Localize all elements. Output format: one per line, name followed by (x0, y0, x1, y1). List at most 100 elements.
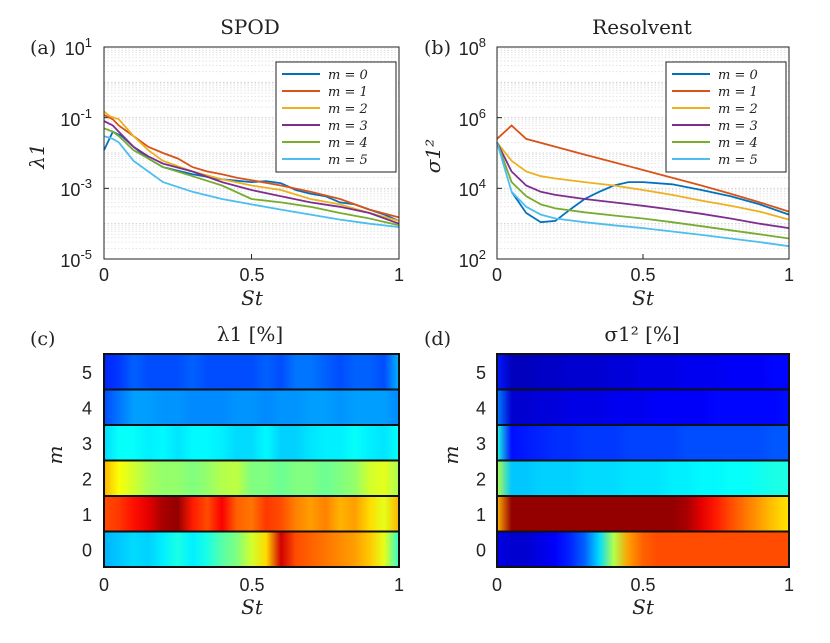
panel-c-xticks: 0 0.5 1 (99, 575, 404, 595)
heatmap-row-m3 (103, 424, 400, 462)
panel-a-title: SPOD (220, 15, 280, 39)
heatmap-row-m2 (103, 459, 400, 497)
legend-box (275, 61, 397, 173)
series-line-m1 (496, 124, 790, 213)
panel-a-ytick-label: 10-3 (60, 176, 92, 200)
panel-b-xticks: 0 0.5 1 (492, 265, 794, 285)
heatmap-row-m1 (103, 495, 400, 533)
panel-b-ylabel: σ1² (421, 139, 445, 173)
ytick-label-m5: 5 (82, 363, 92, 383)
panel-a-ylabel: λ1 (25, 143, 49, 169)
panel-d-title: σ1² [%] (604, 322, 679, 346)
legend-label-m5: m = 5 (718, 153, 758, 168)
panel-d-xlabel: St (632, 595, 655, 619)
series-line-m5 (496, 142, 790, 248)
panel-d: (d) σ1² [%] 5 4 3 2 1 0 0 0.5 1 St m (424, 322, 794, 619)
panel-b-ytick-label: 102 (459, 247, 486, 271)
legend-label-m1: m = 1 (328, 85, 368, 100)
legend-box (665, 61, 787, 173)
panel-a-xtick-label: 0 (99, 265, 109, 285)
series-line-m3 (496, 141, 790, 229)
panel-c-xtick-label: 0.5 (239, 575, 264, 595)
series-line-m4 (496, 142, 790, 240)
panel-b-axes-box (496, 46, 790, 260)
ytick-label-m4: 4 (82, 398, 92, 418)
panel-c-ylabel: m (43, 446, 67, 465)
panel-c-heatmap (103, 353, 400, 568)
panel-a-ytick-label: 10-5 (60, 247, 92, 271)
legend-label-m3: m = 3 (328, 119, 368, 134)
panel-d-xtick-label: 0 (492, 575, 502, 595)
panel-a-axes-box (103, 46, 400, 260)
panel-a-legend: m = 0 m = 1 m = 2 m = 3 m = 4 m = 5 (275, 61, 397, 173)
panel-b-yticks: 108 106 104 102 (459, 35, 486, 271)
ytick-label-m0: 0 (82, 540, 92, 560)
panel-b-ytick-label: 104 (459, 176, 486, 200)
panel-c-title: λ1 [%] (217, 322, 283, 346)
panel-a-ytick-label: 101 (65, 35, 92, 59)
panel-b-xtick-label: 0.5 (630, 265, 655, 285)
ytick-label-m4: 4 (476, 398, 486, 418)
panel-a-xlabel: St (241, 286, 264, 310)
ytick-label-m5: 5 (476, 363, 486, 383)
panel-c-yticks: 5 4 3 2 1 0 (82, 363, 92, 561)
legend-label-m0: m = 0 (718, 68, 758, 83)
panel-b-xlabel: St (632, 286, 655, 310)
panel-b-ytick-label: 106 (459, 106, 486, 130)
ytick-label-m3: 3 (82, 434, 92, 454)
panel-b-label: (b) (424, 37, 451, 59)
panel-d-xtick-label: 1 (784, 575, 794, 595)
panel-c-xtick-label: 0 (99, 575, 109, 595)
panel-b-title: Resolvent (592, 15, 692, 39)
panel-a-label: (a) (30, 37, 56, 59)
ytick-label-m2: 2 (82, 469, 92, 489)
ytick-label-m2: 2 (476, 469, 486, 489)
panel-a-yticks: 101 10-1 10-3 10-5 (60, 35, 92, 271)
heatmap-row-m0 (103, 530, 400, 568)
panel-b-legend: m = 0 m = 1 m = 2 m = 3 m = 4 m = 5 (665, 61, 787, 173)
panel-a-xtick-label: 0.5 (239, 265, 264, 285)
panel-c: (c) λ1 [%] 5 4 3 2 1 0 0 0.5 1 St m (30, 322, 404, 619)
legend-label-m5: m = 5 (328, 153, 368, 168)
heatmap-row-m5 (103, 353, 400, 391)
panel-d-ylabel: m (439, 446, 463, 465)
legend-label-m4: m = 4 (328, 136, 368, 151)
panel-c-xlabel: St (241, 595, 264, 619)
series-line-m3 (103, 120, 400, 225)
panel-d-label: (d) (424, 328, 451, 350)
ytick-label-m3: 3 (476, 434, 486, 454)
legend-label-m1: m = 1 (718, 85, 758, 100)
legend-label-m2: m = 2 (328, 102, 368, 117)
panel-a-xticks: 0 0.5 1 (99, 265, 404, 285)
heatmap-row-m5 (496, 353, 790, 391)
heatmap-row-m0 (496, 530, 790, 568)
heatmap-row-m3 (496, 424, 790, 462)
series-line-m1 (103, 114, 400, 219)
panel-c-label: (c) (30, 328, 55, 350)
panel-b-xtick-label: 1 (784, 265, 794, 285)
panel-b: (b) Resolvent 108 106 104 102 0 0.5 1 St… (421, 15, 794, 310)
panel-c-xtick-label: 1 (394, 575, 404, 595)
heatmap-row-m2 (496, 459, 790, 497)
legend-label-m2: m = 2 (718, 102, 758, 117)
panel-d-xtick-label: 0.5 (630, 575, 655, 595)
heatmap-row-m4 (496, 388, 790, 426)
ytick-label-m1: 1 (476, 505, 486, 525)
panel-d-xticks: 0 0.5 1 (492, 575, 794, 595)
ytick-label-m1: 1 (82, 505, 92, 525)
legend-label-m0: m = 0 (328, 68, 368, 83)
heatmap-row-m1 (496, 495, 790, 533)
series-line-m2 (103, 110, 400, 222)
panel-a-lines (103, 110, 400, 228)
heatmap-row-m4 (103, 388, 400, 426)
panel-b-lines (496, 124, 790, 248)
ytick-label-m0: 0 (476, 540, 486, 560)
legend-label-m4: m = 4 (718, 136, 758, 151)
panel-d-heatmap (496, 353, 790, 568)
panel-a: (a) SPOD 101 10-1 10-3 10-5 0 0.5 1 St λ… (25, 15, 404, 310)
legend-label-m3: m = 3 (718, 119, 758, 134)
series-line-m4 (103, 127, 400, 227)
panel-d-yticks: 5 4 3 2 1 0 (476, 363, 486, 561)
panel-b-ytick-label: 108 (459, 35, 486, 59)
